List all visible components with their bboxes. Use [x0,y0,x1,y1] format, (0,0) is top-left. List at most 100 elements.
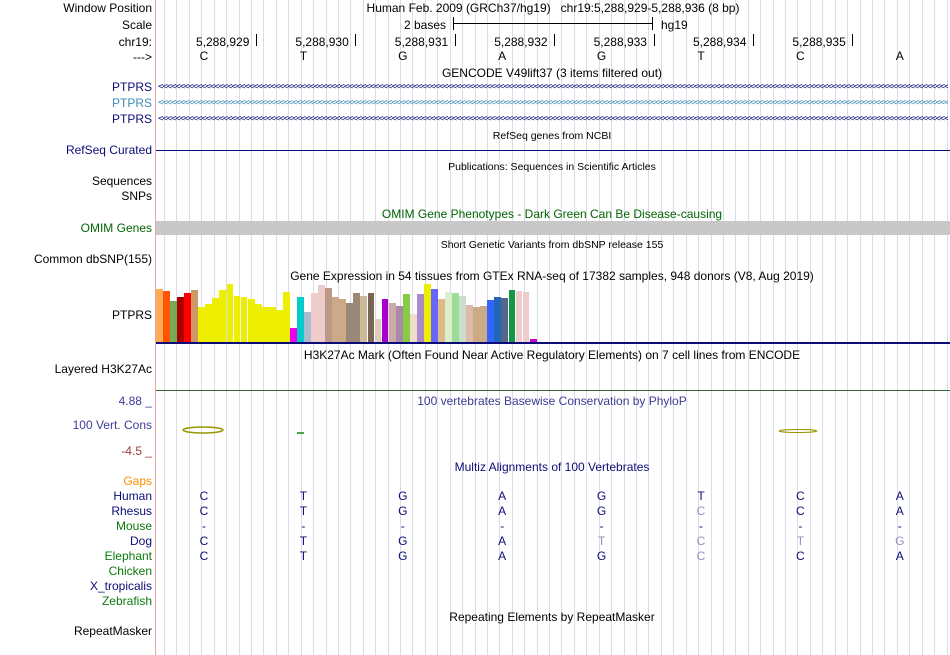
gtex-tissue-bar[interactable] [247,299,255,342]
multiz-species-human[interactable]: Human [113,489,152,503]
gtex-tissue-bar[interactable] [360,295,368,342]
multiz-species-zebrafish[interactable]: Zebrafish [101,594,152,608]
multiz-species-rhesus[interactable]: Rhesus [111,504,152,518]
gtex-tissue-bar[interactable] [402,294,410,342]
position-4: 5,288,932 [494,35,548,49]
gtex-tissue-bar[interactable] [374,318,382,342]
gtex-tissue-bar[interactable] [430,288,438,342]
gtex-tissue-bar[interactable] [339,299,347,342]
gtex-tissue-bar[interactable] [508,289,516,342]
multiz-species-x_tropicalis[interactable]: X_tropicalis [89,579,152,593]
gtex-tissue-bar[interactable] [522,292,530,342]
gtex-tissue-bar[interactable] [261,307,269,342]
window-position-label[interactable]: Window Position [63,1,152,15]
refseq-label[interactable]: RefSeq Curated [65,143,152,157]
gtex-tissue-bar[interactable] [170,301,177,342]
gtex-tissue-bar[interactable] [353,293,361,342]
gencode-transcript-3[interactable]: <<<<<<<<<<<<<<<<<<<<<<<<<<<<<<<<<<<<<<<<… [158,115,948,124]
gtex-tissue-bar[interactable] [459,295,467,342]
gtex-tissue-bar[interactable] [163,291,170,342]
gtex-tissue-bar[interactable] [529,338,537,342]
phylop-signal[interactable] [156,420,950,440]
gtex-tissue-bar[interactable] [381,299,389,342]
gtex-tissue-bar[interactable] [268,307,276,342]
gtex-tissue-bar[interactable] [205,303,213,342]
repeatmasker-label[interactable]: RepeatMasker [73,624,152,638]
multiz-species-chicken[interactable]: Chicken [108,564,152,578]
dbsnp-label[interactable]: Common dbSNP(155) [33,252,152,266]
gtex-tissue-bar[interactable] [416,294,424,342]
publications-sequences-label[interactable]: Sequences [91,174,152,188]
gtex-tissue-bar[interactable] [395,306,403,342]
gencode-label-3[interactable]: PTPRS [111,112,152,126]
gencode-label-1[interactable]: PTPRS [111,80,152,94]
gtex-tissue-bar[interactable] [367,293,375,342]
gtex-tissue-bar[interactable] [409,314,417,342]
gtex-tissue-bar[interactable] [177,296,185,342]
gencode-transcript-2[interactable]: <<<<<<<<<<<<<<<<<<<<<<<<<<<<<<<<<<<<<<<<… [158,99,948,108]
gtex-tissue-bar[interactable] [297,296,304,342]
gencode-transcript-1[interactable]: <<<<<<<<<<<<<<<<<<<<<<<<<<<<<<<<<<<<<<<<… [158,83,948,92]
chrom-label[interactable]: chr19: [118,35,152,49]
gtex-tissue-bar[interactable] [494,296,502,342]
grid-line [735,0,737,655]
gtex-tissue-bar[interactable] [480,306,488,342]
gtex-expression-chart[interactable] [156,284,950,342]
multiz-species-dog[interactable]: Dog [129,534,152,548]
gtex-tissue-bar[interactable] [332,296,340,342]
gtex-tissue-bar[interactable] [184,293,192,342]
multiz-base: T [299,504,308,518]
gtex-tissue-bar[interactable] [289,328,297,342]
gtex-tissue-bar[interactable] [304,311,311,342]
gtex-tissue-bar[interactable] [445,292,452,342]
gtex-tissue-bar[interactable] [233,295,241,342]
gtex-tissue-bar[interactable] [156,288,163,342]
gtex-tissue-bar[interactable] [311,293,318,342]
multiz-base: G [596,549,607,563]
gtex-tissue-bar[interactable] [423,284,431,342]
gtex-tissue-bar[interactable] [219,289,227,342]
gtex-tissue-bar[interactable] [198,307,206,342]
gtex-tissue-bar[interactable] [212,297,220,342]
direction-label[interactable]: ---> [133,50,152,64]
h3k27ac-label[interactable]: Layered H3K27Ac [54,362,152,376]
multiz-base: C [199,489,209,503]
gtex-tissue-bar[interactable] [226,284,234,342]
multiz-base: A [498,549,507,563]
gtex-gene-line [156,342,950,344]
scale-label[interactable]: Scale [121,18,152,32]
grid-line [722,0,724,655]
omim-gene-bar[interactable] [156,221,950,235]
multiz-species-elephant[interactable]: Elephant [104,549,152,563]
gtex-tissue-bar[interactable] [466,304,474,342]
gtex-tissue-bar[interactable] [318,285,326,342]
gtex-tissue-bar[interactable] [325,287,333,342]
grid-line [747,0,749,655]
publications-snps-label[interactable]: SNPs [121,189,152,203]
grid-line [660,0,662,655]
multiz-gaps-label[interactable]: Gaps [123,474,152,488]
gtex-tissue-bar[interactable] [282,292,290,342]
multiz-base: G [398,489,408,503]
gtex-tissue-bar[interactable] [473,307,481,342]
gencode-label-2[interactable]: PTPRS [111,96,152,110]
position-tick [653,34,655,46]
gtex-tissue-bar[interactable] [275,309,283,342]
gtex-tissue-bar[interactable] [388,302,396,342]
gtex-tissue-bar[interactable] [346,302,354,342]
gtex-tissue-bar[interactable] [438,299,445,342]
gtex-tissue-bar[interactable] [191,289,199,342]
gtex-tissue-bar[interactable] [501,297,509,342]
gtex-label[interactable]: PTPRS [111,308,152,322]
gtex-tissue-bar[interactable] [452,293,459,342]
gtex-tissue-bar[interactable] [240,296,248,342]
refseq-transcript[interactable] [156,150,950,151]
repeatmasker-track-title: Repeating Elements by RepeatMasker [449,610,655,624]
gtex-tissue-bar[interactable] [487,300,495,342]
gtex-tissue-bar[interactable] [254,303,262,342]
gtex-tissue-bar[interactable] [515,291,523,342]
multiz-species-mouse[interactable]: Mouse [115,519,152,533]
phylop-label[interactable]: 100 Vert. Cons [72,418,152,432]
omim-label[interactable]: OMIM Genes [80,221,152,235]
